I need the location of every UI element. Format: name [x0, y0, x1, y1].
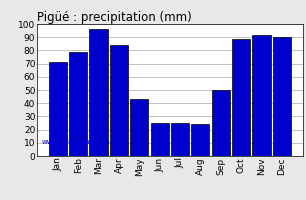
Bar [252, 35, 271, 156]
Text: www.allmetsat.com: www.allmetsat.com [42, 139, 111, 145]
Bar [151, 123, 169, 156]
Bar [110, 45, 128, 156]
Bar [232, 39, 250, 156]
Text: Pigüé : precipitation (mm): Pigüé : precipitation (mm) [37, 11, 192, 24]
Bar [171, 123, 189, 156]
Bar [211, 90, 230, 156]
Bar [49, 62, 67, 156]
Bar [69, 52, 88, 156]
Bar [191, 124, 210, 156]
Bar [89, 29, 108, 156]
Bar [130, 99, 148, 156]
Bar [273, 37, 291, 156]
